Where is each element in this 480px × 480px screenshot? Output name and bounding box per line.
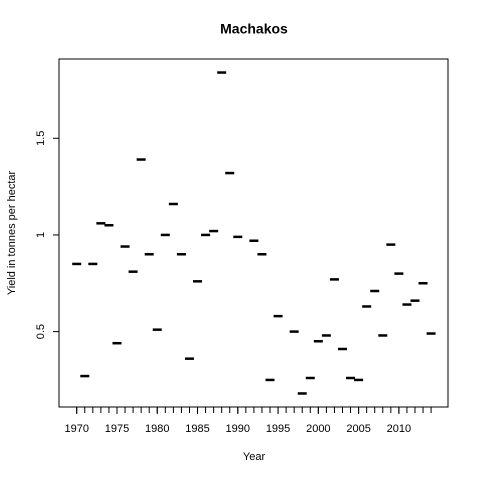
x-tick-label: 1970 (64, 423, 88, 435)
x-tick-label: 1985 (185, 423, 209, 435)
y-tick-label: 0.5 (35, 324, 47, 339)
x-axis-label: Year (243, 451, 266, 463)
x-tick-label: 2005 (346, 423, 370, 435)
y-axis-label: Yield in tonnes per hectar (6, 170, 18, 295)
x-tick-label: 1995 (266, 423, 290, 435)
x-tick-label: 1980 (145, 423, 169, 435)
y-tick-label: 1 (35, 232, 47, 238)
x-tick-label: 2000 (306, 423, 330, 435)
chart-title: Machakos (220, 21, 288, 37)
x-tick-label: 1990 (226, 423, 250, 435)
x-tick-label: 2010 (387, 423, 411, 435)
y-tick-label: 1.5 (35, 131, 47, 146)
x-tick-label: 1975 (105, 423, 129, 435)
